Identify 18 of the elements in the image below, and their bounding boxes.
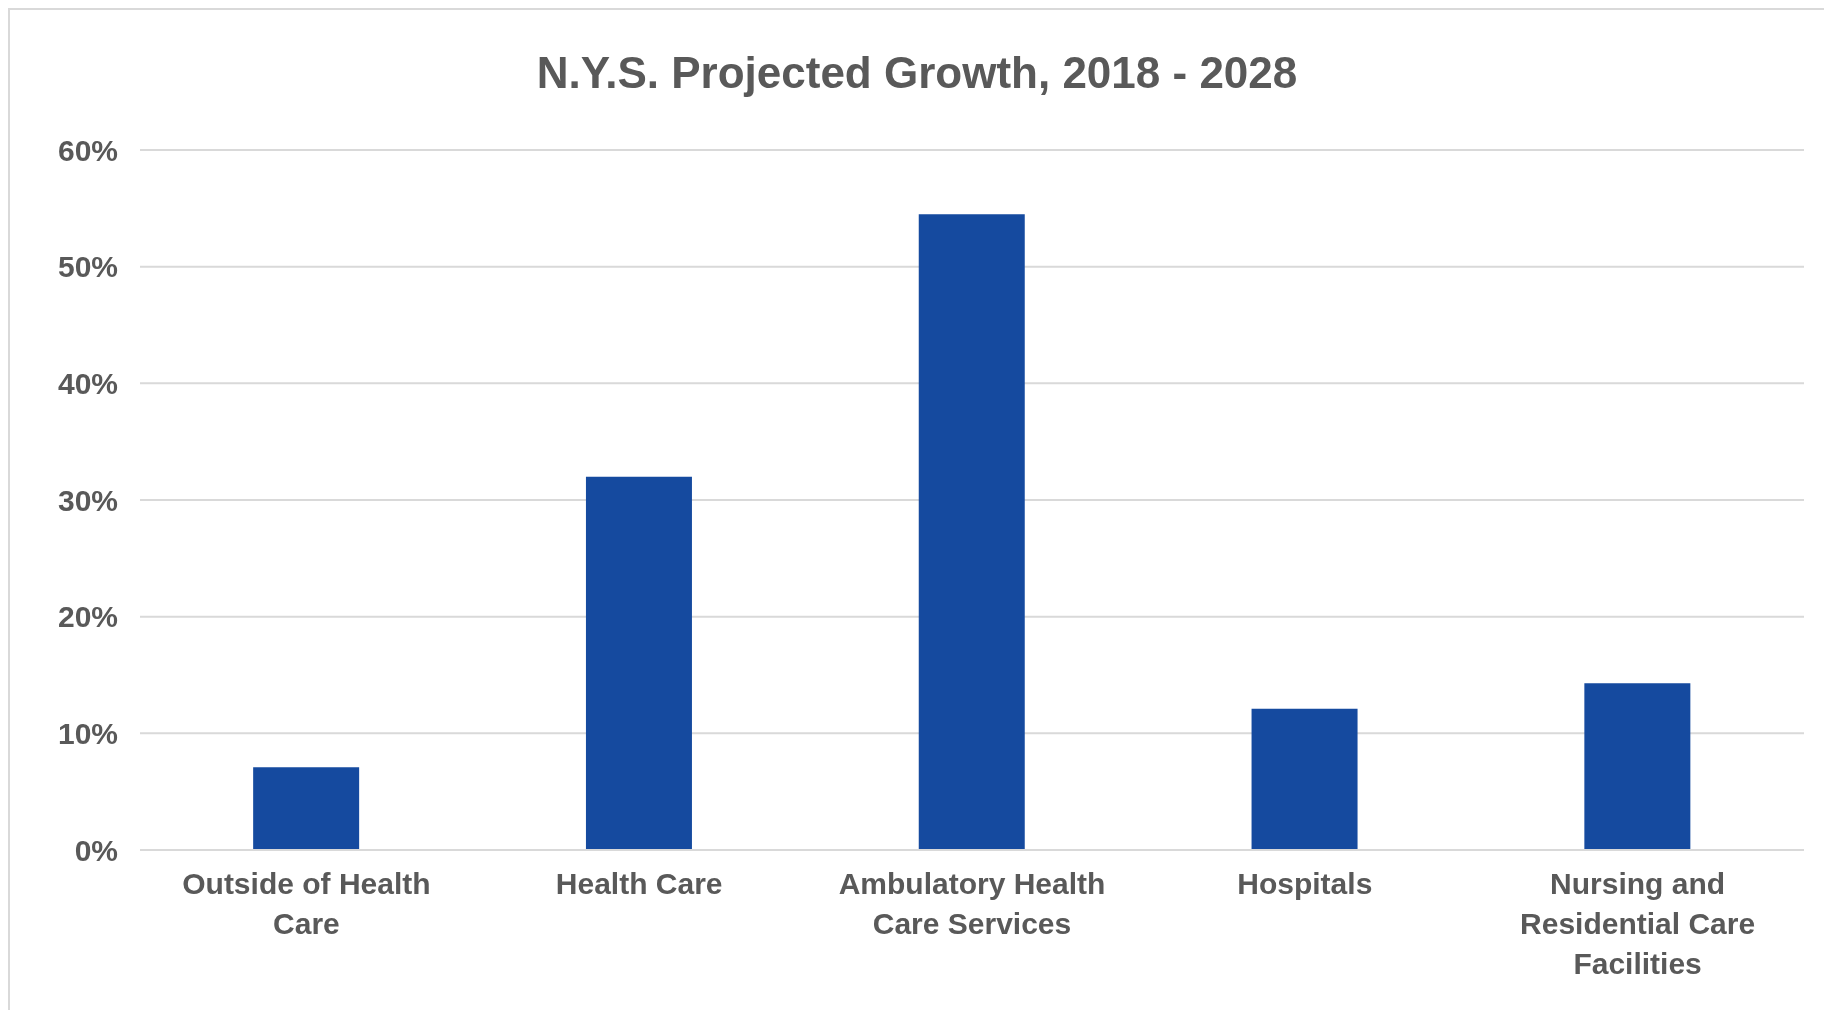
y-tick-label: 10%: [57, 716, 118, 750]
x-tick-label: Hospitals: [1237, 867, 1373, 900]
y-tick-label: 0%: [74, 833, 118, 867]
bar: [253, 767, 360, 850]
y-tick-label: 20%: [57, 600, 118, 634]
x-tick-label: Nursing and Residential Care Facilities: [1520, 867, 1756, 980]
bar: [1251, 708, 1358, 850]
y-tick-label: 30%: [57, 483, 118, 517]
bar: [585, 476, 692, 850]
bar: [1584, 683, 1691, 850]
y-tick-label: 40%: [57, 366, 118, 400]
y-tick-label: 50%: [57, 250, 118, 284]
x-tick-label: Health Care: [555, 867, 723, 900]
bar: [918, 214, 1025, 850]
chart-title: N.Y.S. Projected Growth, 2018 - 2028: [535, 48, 1299, 98]
y-tick-label: 60%: [57, 133, 118, 167]
x-tick-label: Ambulatory Health Care Services: [838, 867, 1106, 940]
x-tick-label: Outside of Health Care: [182, 867, 431, 940]
